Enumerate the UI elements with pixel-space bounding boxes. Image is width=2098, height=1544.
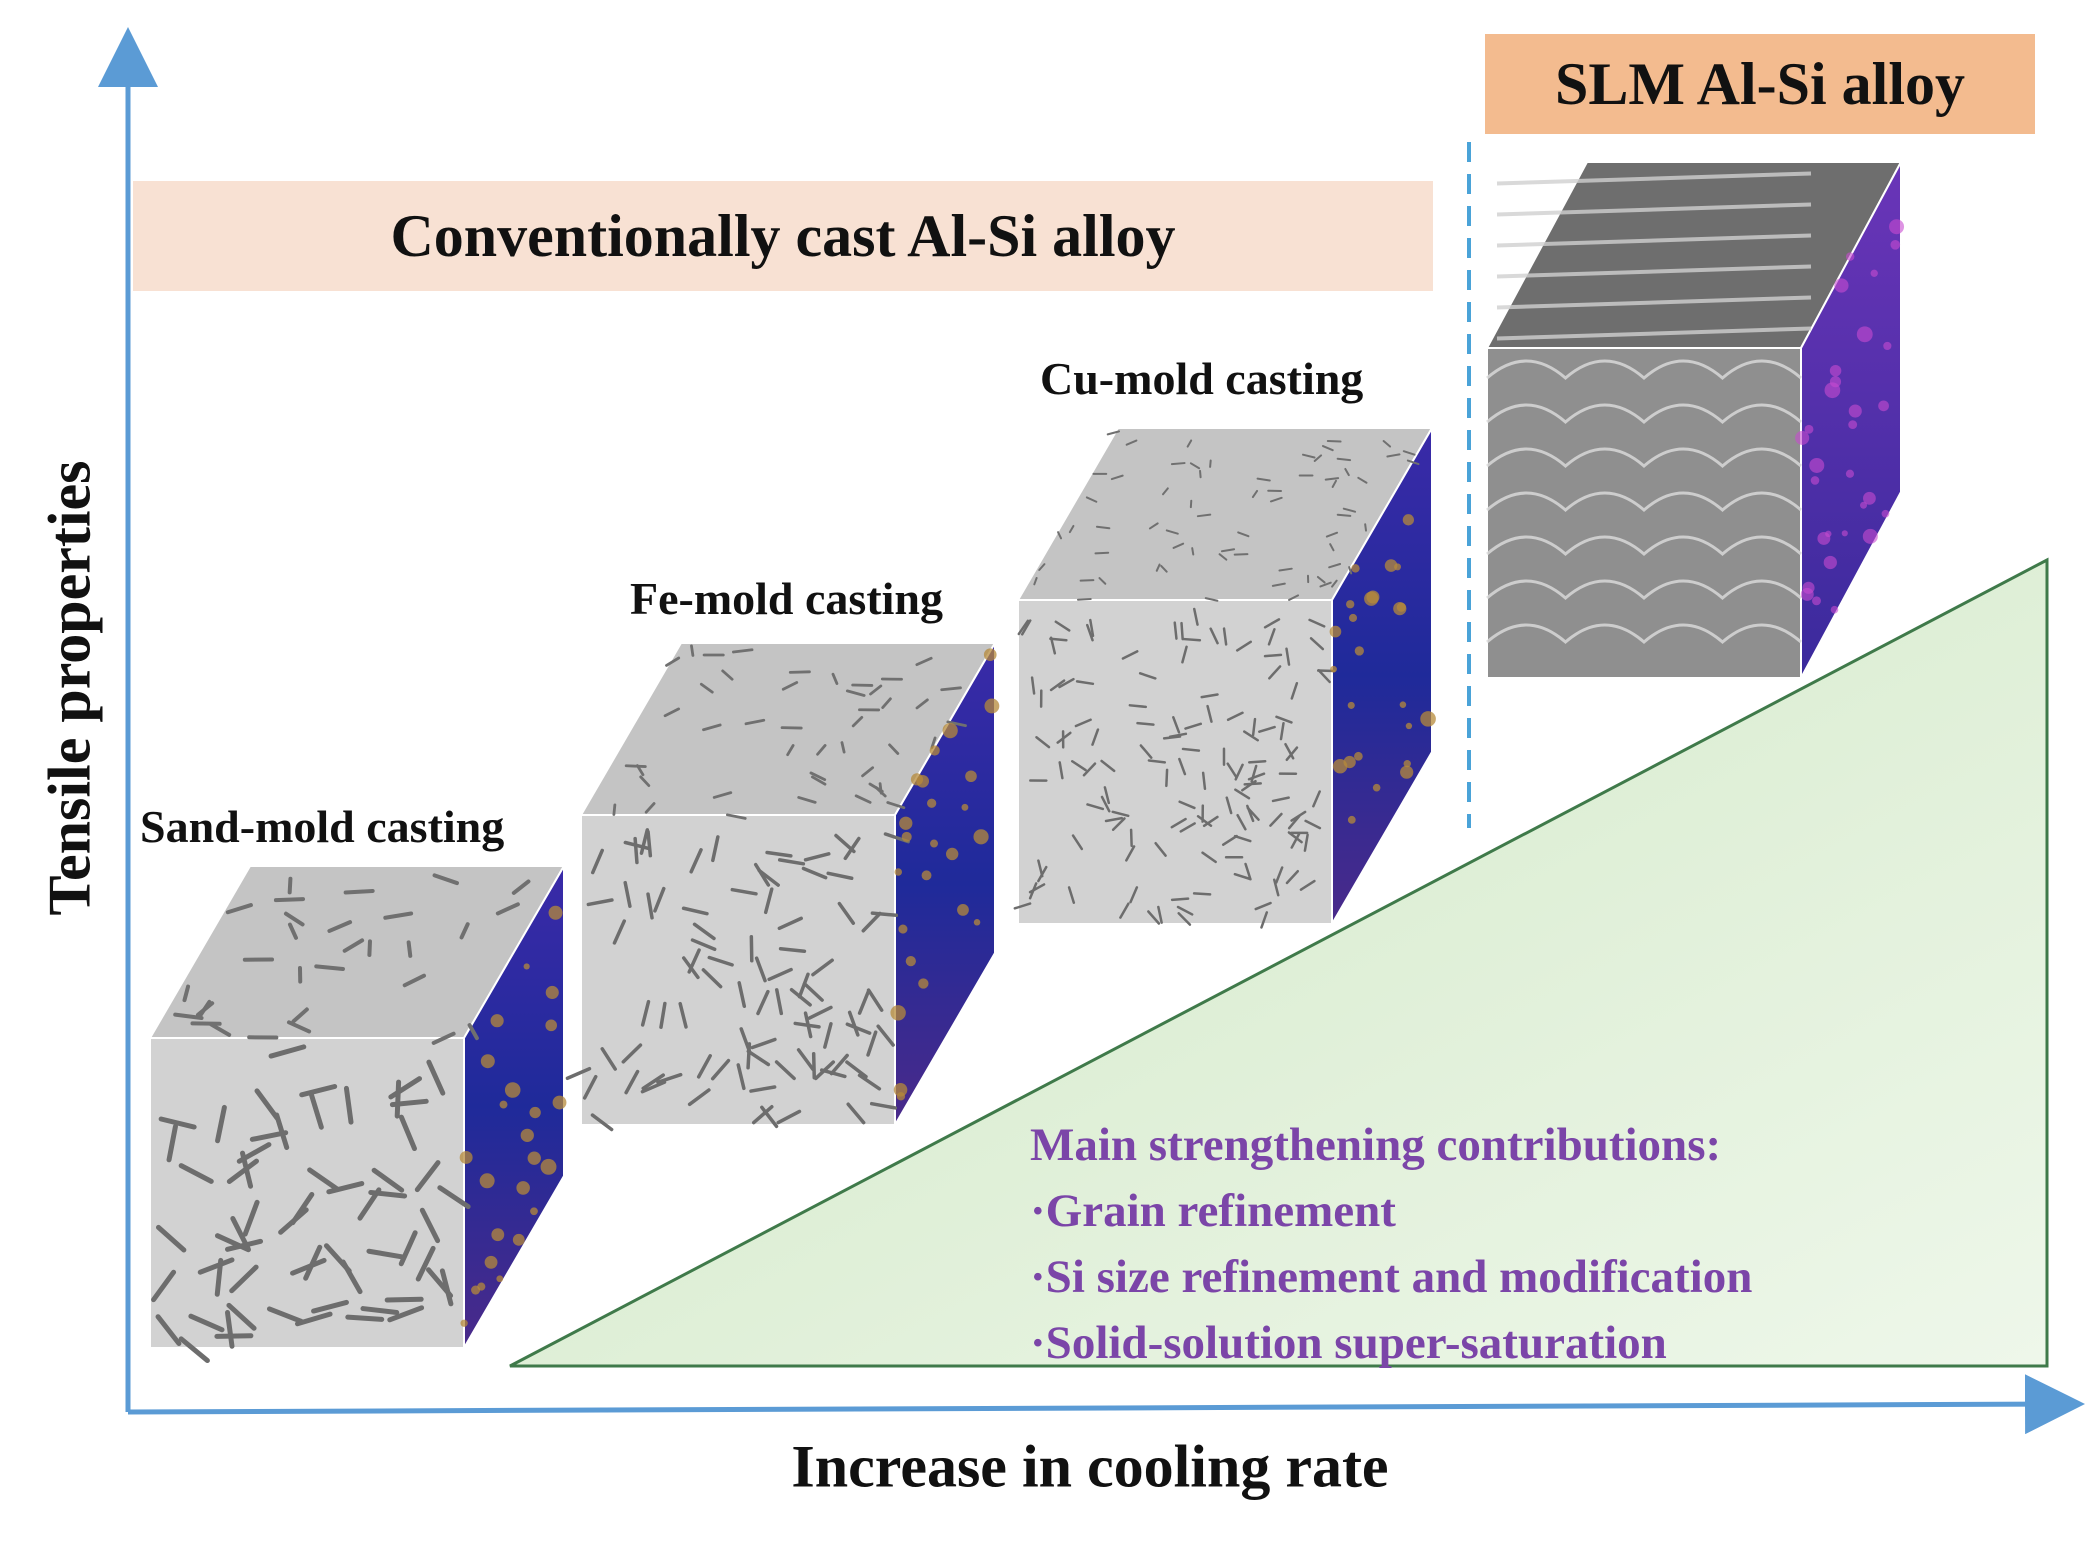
fe-mold-label: Fe-mold casting [630,573,944,624]
cube-front-face [1486,347,1802,679]
conventional-cast-banner: Conventionally cast Al-Si alloy [133,181,1433,291]
microstructure-cube [148,862,567,1364]
microstructure-texture [151,873,567,1364]
microstructure-cube [1013,424,1436,929]
x-axis [127,1374,2085,1435]
cu-mold-label: Cu-mold casting [1040,353,1364,404]
cube-front-face [580,814,896,1126]
cube-side-face [463,862,565,1352]
microstructure-cube [565,639,1000,1132]
microstructure-cube [1485,161,1905,679]
strengthening-contributions: Main strengthening contributions: ·Grain… [1030,1112,1752,1376]
cube-side-face [1800,161,1902,679]
cube-front-face [1017,599,1333,925]
microstructure-texture [565,644,1000,1132]
contribution-item: ·Grain refinement [1030,1185,1396,1237]
microstructure-texture [1486,171,1905,644]
strengthening-triangle [509,557,2049,1368]
cube-side-face [1331,424,1433,928]
cube-side-face [894,639,996,1129]
contribution-item: ·Solid-solution super-saturation [1030,1317,1667,1369]
sand-mold-label: Sand-mold casting [140,801,505,852]
x-axis-label: Increase in cooling rate [791,1433,1389,1500]
slm-banner: SLM Al-Si alloy [1485,34,2035,134]
contribution-item: ·Si size refinement and modification [1030,1251,1753,1303]
y-axis-label: Tensile properties [36,460,103,916]
cube-front-face [149,1037,465,1349]
contributions-title: Main strengthening contributions: [1030,1119,1722,1171]
microstructure-texture [1013,430,1436,929]
